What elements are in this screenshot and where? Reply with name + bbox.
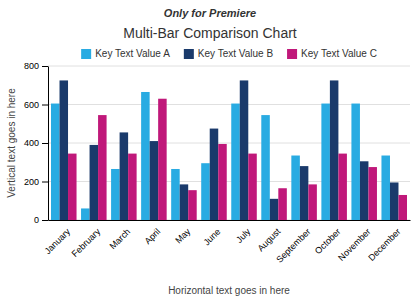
legend-label: Key Text Value A	[95, 48, 170, 59]
x-tick: February	[70, 226, 103, 259]
y-tick-label: 200	[24, 177, 39, 187]
bar	[141, 92, 150, 220]
bars	[51, 80, 407, 220]
bar	[210, 129, 219, 220]
x-tick: July	[234, 226, 253, 245]
bar	[180, 184, 189, 220]
legend: Key Text Value A Key Text Value B Key Text…	[81, 48, 377, 59]
bar	[218, 144, 227, 220]
x-tick-label: April	[143, 226, 163, 246]
bar	[171, 169, 180, 220]
x-tick: June	[202, 226, 223, 247]
grid	[48, 66, 410, 220]
x-tick-label: February	[70, 226, 103, 259]
bar	[308, 184, 317, 220]
bar	[270, 199, 279, 220]
x-tick-label: December	[366, 226, 402, 262]
legend-label: Key Text Value C	[301, 48, 377, 59]
legend-item: Key Text Value C	[287, 48, 377, 59]
series	[51, 92, 390, 220]
bar	[351, 104, 360, 220]
title: Multi-Bar Comparison Chart	[123, 25, 297, 41]
bar	[128, 154, 137, 220]
x-tick-label: March	[108, 226, 133, 251]
legend-item: Key Text Value B	[184, 48, 274, 59]
bar	[60, 80, 69, 220]
bar	[150, 141, 159, 220]
x-tick-label: January	[42, 226, 72, 256]
y-tick: 0	[34, 215, 48, 225]
y-tick-label: 800	[24, 61, 39, 71]
bar	[68, 154, 77, 220]
x-tick-label: July	[234, 226, 253, 245]
x-tick-label: May	[173, 226, 192, 245]
y-tick-label: 0	[34, 215, 39, 225]
x-tick: April	[143, 226, 163, 246]
y-tick-mark	[42, 143, 48, 144]
x-tick: October	[313, 226, 343, 256]
bar	[81, 208, 90, 220]
x-tick-label: August	[256, 226, 283, 253]
y-tick: 800	[24, 61, 48, 71]
y-axis-label: Vertical text goes in here	[6, 88, 17, 198]
bar	[368, 167, 377, 220]
x-tick: August	[256, 226, 283, 253]
bar	[201, 163, 210, 220]
bar	[158, 99, 167, 220]
bar	[338, 154, 347, 220]
y-tick-mark	[42, 66, 48, 67]
bar	[390, 182, 399, 220]
x-tick-label: October	[313, 226, 343, 256]
x-axis-line	[49, 220, 411, 221]
bar	[321, 104, 330, 220]
bar	[291, 156, 300, 220]
y-tick: 400	[24, 138, 48, 148]
legend-label: Key Text Value B	[198, 48, 274, 59]
y-tick: 200	[24, 177, 48, 187]
grid-line	[48, 66, 410, 67]
plot: JanuaryFebruaryMarch April May June JulyAugu…	[24, 61, 411, 264]
chart: Only for Premiere Multi-Bar Comparison Ch…	[0, 0, 420, 300]
y-axis: 0 200 400 600 800	[24, 61, 49, 225]
banner: Only for Premiere	[164, 7, 256, 19]
bar	[111, 169, 120, 220]
x-axis: JanuaryFebruaryMarch April May June JulyAugu…	[42, 221, 410, 265]
y-tick-mark	[42, 105, 48, 106]
x-tick-label: June	[202, 226, 223, 247]
bar	[120, 132, 129, 220]
x-tick: March	[108, 226, 133, 251]
bar	[300, 166, 309, 220]
x-tick: December	[366, 226, 402, 262]
bar	[231, 104, 240, 220]
x-tick: January	[42, 226, 72, 256]
x-tick: September	[274, 226, 312, 264]
y-tick-label: 400	[24, 138, 39, 148]
bar	[248, 154, 257, 220]
x-tick: May	[173, 226, 192, 245]
legend-swatch	[287, 49, 297, 59]
bar	[278, 188, 287, 220]
bar	[398, 195, 407, 220]
bar	[188, 190, 197, 220]
y-tick: 600	[24, 100, 48, 110]
y-axis-line	[48, 67, 49, 221]
bar	[51, 104, 60, 220]
bar	[240, 80, 249, 220]
bar	[98, 115, 107, 220]
bar	[90, 145, 99, 220]
legend-item: Key Text Value A	[81, 48, 170, 59]
bar	[360, 161, 369, 220]
bar	[330, 80, 339, 220]
series	[68, 99, 407, 220]
y-tick-mark	[42, 220, 48, 221]
y-tick-label: 600	[24, 100, 39, 110]
series	[60, 80, 399, 220]
legend-swatch	[184, 49, 194, 59]
legend-swatch	[81, 49, 91, 59]
bar	[381, 156, 390, 220]
x-tick-label: September	[274, 226, 312, 264]
x-axis-label: Horizontal text goes in here	[168, 285, 290, 296]
y-tick-mark	[42, 182, 48, 183]
bar	[261, 115, 270, 220]
